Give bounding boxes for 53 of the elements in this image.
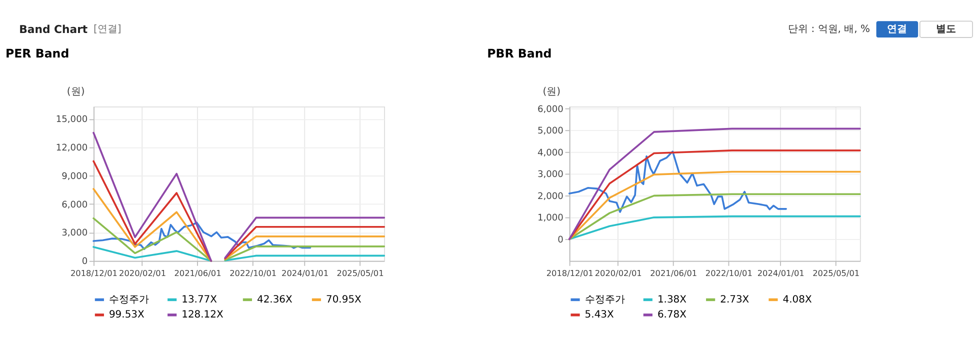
chart-title: PBR Band [487,46,552,60]
y-tick-label: 0 [558,235,564,246]
y-axis-title: (원) [542,86,561,98]
x-tick-label: 2024/01/01 [282,268,329,278]
y-tick-label: 1,000 [537,214,564,224]
x-tick-label: 2025/05/01 [812,268,860,278]
legend-label: 6.78X [657,310,687,321]
text: 단위 : 억원, 배, % [788,24,870,36]
line-series [92,222,312,250]
line-series [568,193,861,240]
y-tick-label: 6,000 [537,104,564,115]
y-tick-label: 6,000 [62,200,88,210]
text: 연결 [887,24,908,36]
text: Band Chart [19,22,88,36]
y-axis-title: (원) [66,86,85,98]
legend-label: 5.43X [584,310,614,321]
x-tick-label: 2025/05/01 [336,268,384,278]
line-series [568,150,787,213]
legend-label: 13.77X [182,294,218,306]
x-tick-label: 2024/01/01 [757,268,804,278]
chart-title: PER Band [5,46,70,60]
legend-label: 99.53X [108,310,145,321]
line-series [568,150,861,240]
legend-label: 수정주가 [584,294,625,306]
text: 별도 [936,24,956,36]
y-tick-label: 9,000 [62,172,88,182]
y-tick-label: 3,000 [537,170,564,180]
legend-label: 1.38X [657,294,687,306]
y-tick-label: 0 [82,257,88,268]
line-series [568,170,861,240]
legend-label: 70.95X [326,294,362,306]
x-tick-label: 2021/06/01 [650,268,698,278]
y-tick-label: 4,000 [537,148,564,158]
legend-label: 2.73X [720,294,750,306]
x-tick-label: 2018/12/01 [70,268,118,278]
x-tick-label: 2020/02/01 [594,268,642,278]
y-tick-label: 12,000 [56,143,88,154]
line-series [568,128,861,240]
line-series [568,215,861,240]
y-tick-label: 3,000 [62,228,88,239]
y-tick-label: 5,000 [537,126,564,137]
legend-label: 수정주가 [108,294,149,306]
x-tick-label: 2021/06/01 [174,268,222,278]
legend-label: 128.12X [182,310,224,321]
y-tick-label: 15,000 [56,115,88,126]
x-tick-label: 2020/02/01 [119,268,166,278]
y-tick-label: 2,000 [537,192,564,202]
x-tick-label: 2018/12/01 [546,268,594,278]
x-tick-label: 2022/10/01 [230,268,277,278]
text: [연결] [94,24,122,36]
x-tick-label: 2022/10/01 [705,268,752,278]
legend-label: 4.08X [782,294,812,306]
legend-label: 42.36X [256,294,293,306]
